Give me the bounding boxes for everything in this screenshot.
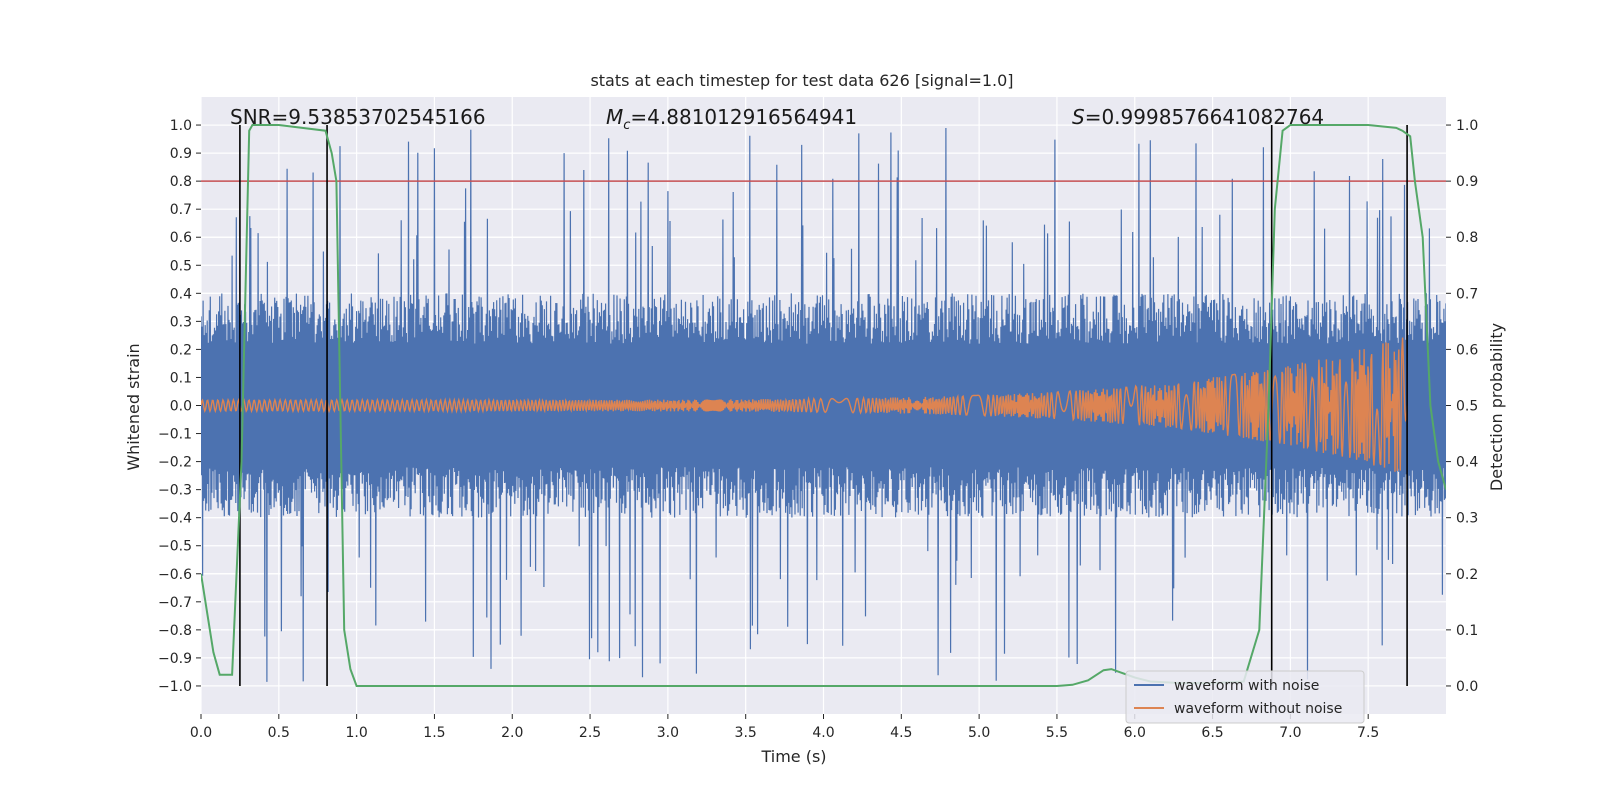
x-tick-label: 1.0 <box>345 725 367 741</box>
score-value: =0.9998576641082764 <box>1085 105 1324 129</box>
x-tick-label: 0.0 <box>190 725 212 741</box>
y2-tick-label: 0.8 <box>1456 230 1478 246</box>
y2-tick-label: 0.2 <box>1456 567 1478 583</box>
x-tick-label: 3.0 <box>657 725 679 741</box>
y2-tick-label: 0.1 <box>1456 623 1478 639</box>
x-tick-label: 2.5 <box>579 725 601 741</box>
x-tick-label: 2.0 <box>501 725 523 741</box>
y-tick-label: −0.9 <box>158 651 192 667</box>
chirp-mass-value: =4.881012916564941 <box>630 105 857 129</box>
y2-tick-label: 0.9 <box>1456 174 1478 190</box>
y-tick-label: 0.3 <box>170 314 192 330</box>
y-tick-label: 0.4 <box>170 286 192 302</box>
y2-ticks: 1.0 0.9 0.8 0.7 0.6 0.5 0.4 0.3 0.2 0.1 0.0 <box>1446 118 1478 695</box>
x-tick-label: 6.0 <box>1124 725 1146 741</box>
x-tick-label: 5.0 <box>968 725 990 741</box>
y-tick-label: −1.0 <box>158 679 192 695</box>
y2-tick-label: 0.6 <box>1456 342 1478 358</box>
y-tick-label: 0.0 <box>170 399 192 415</box>
series-waveform-with-noise <box>201 127 1446 682</box>
y-tick-label: 1.0 <box>170 118 192 134</box>
x-tick-label: 5.5 <box>1046 725 1068 741</box>
legend-label-clean: waveform without noise <box>1174 701 1342 717</box>
y-tick-label: −0.2 <box>158 455 192 471</box>
y-tick-label: 0.9 <box>170 146 192 162</box>
y2-tick-label: 0.0 <box>1456 679 1478 695</box>
y-tick-label: 0.7 <box>170 202 192 218</box>
y-tick-label: 0.6 <box>170 230 192 246</box>
y2-axis-label: Detection probability <box>1487 323 1506 491</box>
series-waveform-without-noise <box>201 337 1408 472</box>
x-tick-label: 3.5 <box>735 725 757 741</box>
y-tick-label: −0.6 <box>158 567 192 583</box>
y-tick-label: −0.4 <box>158 511 192 527</box>
series-detection-probability <box>201 124 1446 687</box>
y2-tick-label: 1.0 <box>1456 118 1478 134</box>
y-tick-label: −0.7 <box>158 595 192 611</box>
y-tick-label: −0.3 <box>158 483 192 499</box>
x-tick-label: 7.5 <box>1357 725 1379 741</box>
y-axis-label: Whitened strain <box>124 343 143 470</box>
series-layer <box>201 127 1446 682</box>
y-ticks: 1.0 0.9 0.8 0.7 0.6 0.5 0.4 0.3 0.2 0.1 0.0 −0.1 −0.… <box>158 118 201 695</box>
y-tick-label: 0.2 <box>170 342 192 358</box>
chirp-mass-subscript: c <box>623 118 630 133</box>
y2-tick-label: 0.3 <box>1456 511 1478 527</box>
x-tick-label: 4.0 <box>812 725 834 741</box>
overlay-layer <box>201 124 1446 687</box>
y2-tick-label: 0.7 <box>1456 286 1478 302</box>
y-tick-label: −0.8 <box>158 623 192 639</box>
y-tick-label: 0.1 <box>170 370 192 386</box>
y-tick-label: −0.1 <box>158 427 192 443</box>
x-tick-label: 7.0 <box>1279 725 1301 741</box>
y2-tick-label: 0.5 <box>1456 399 1478 415</box>
y2-tick-label: 0.4 <box>1456 455 1478 471</box>
score-annotation: S=0.9998576641082764 <box>1072 105 1324 129</box>
chirp-mass-symbol: M <box>606 105 623 129</box>
chart-title: stats at each timestep for test data 626… <box>590 71 1013 90</box>
y-tick-label: −0.5 <box>158 539 192 555</box>
x-tick-label: 4.5 <box>890 725 912 741</box>
chirp-mass-annotation: Mc=4.881012916564941 <box>606 105 857 133</box>
x-tick-label: 0.5 <box>268 725 290 741</box>
x-tick-label: 1.5 <box>423 725 445 741</box>
x-tick-label: 6.5 <box>1201 725 1223 741</box>
snr-annotation: SNR=9.53853702545166 <box>230 105 486 129</box>
legend-frame <box>1125 670 1365 724</box>
legend: waveform with noise waveform without noi… <box>1125 670 1365 724</box>
x-axis-label: Time (s) <box>760 747 826 766</box>
y-tick-label: 0.5 <box>170 258 192 274</box>
score-symbol: S <box>1072 105 1085 129</box>
x-ticks: 0.0 0.5 1.0 1.5 2.0 2.5 3.0 3.5 4.0 4.5 5.0 5.5 6.0 6… <box>190 714 1379 741</box>
y-tick-label: 0.8 <box>170 174 192 190</box>
legend-label-noise: waveform with noise <box>1174 678 1319 694</box>
